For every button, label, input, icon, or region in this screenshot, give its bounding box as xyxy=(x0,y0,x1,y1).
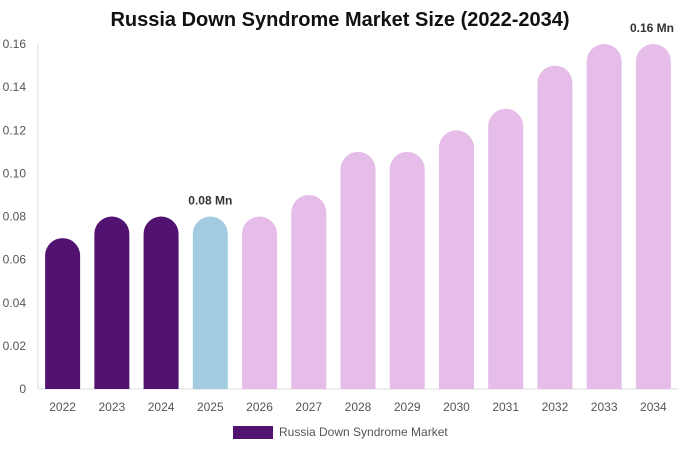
bar-2022 xyxy=(45,238,81,389)
x-tick-label: 2033 xyxy=(591,400,618,414)
x-tick-label: 2031 xyxy=(492,400,519,414)
bar-2031 xyxy=(488,108,524,389)
x-tick-label: 2027 xyxy=(295,400,322,414)
x-tick-label: 2034 xyxy=(640,400,667,414)
bar-2030 xyxy=(438,130,474,389)
legend-label: Russia Down Syndrome Market xyxy=(279,425,448,439)
y-tick-label: 0.04 xyxy=(3,296,27,310)
y-tick-label: 0.16 xyxy=(3,37,27,51)
x-tick-label: 2032 xyxy=(542,400,569,414)
value-annotation: 0.16 Mn xyxy=(630,21,674,35)
x-tick-label: 2023 xyxy=(98,400,125,414)
bar-2028 xyxy=(340,151,376,389)
x-tick-label: 2028 xyxy=(345,400,372,414)
y-tick-label: 0.14 xyxy=(3,80,27,94)
bar-2032 xyxy=(537,65,573,389)
y-tick-label: 0.12 xyxy=(3,123,27,137)
y-tick-label: 0.06 xyxy=(3,253,27,267)
legend[interactable]: Russia Down Syndrome Market xyxy=(233,425,448,439)
chart-title: Russia Down Syndrome Market Size (2022-2… xyxy=(110,9,570,31)
y-tick-label: 0.10 xyxy=(3,166,27,180)
bar-2029 xyxy=(389,151,425,389)
bar-chart: 0 0.02 0.04 0.06 0.08 0.10 0.12 0.14 0.16 2022 202… xyxy=(3,21,678,414)
bar-2026 xyxy=(242,216,278,389)
value-annotation: 0.08 Mn xyxy=(188,194,232,208)
bar-2034 xyxy=(635,44,671,389)
x-tick-label: 2030 xyxy=(443,400,470,414)
bar-2023 xyxy=(94,216,130,389)
y-tick-label: 0 xyxy=(19,382,26,396)
y-tick-label: 0.08 xyxy=(3,210,27,224)
x-tick-label: 2022 xyxy=(49,400,76,414)
bar-2024 xyxy=(143,216,179,389)
bar-2027 xyxy=(291,194,327,389)
bar-2033 xyxy=(586,44,622,389)
x-tick-label: 2025 xyxy=(197,400,224,414)
bar-2025 xyxy=(192,216,228,389)
legend-swatch xyxy=(233,425,273,439)
y-tick-label: 0.02 xyxy=(3,339,27,353)
x-tick-label: 2026 xyxy=(246,400,273,414)
x-tick-label: 2029 xyxy=(394,400,421,414)
x-tick-label: 2024 xyxy=(148,400,175,414)
